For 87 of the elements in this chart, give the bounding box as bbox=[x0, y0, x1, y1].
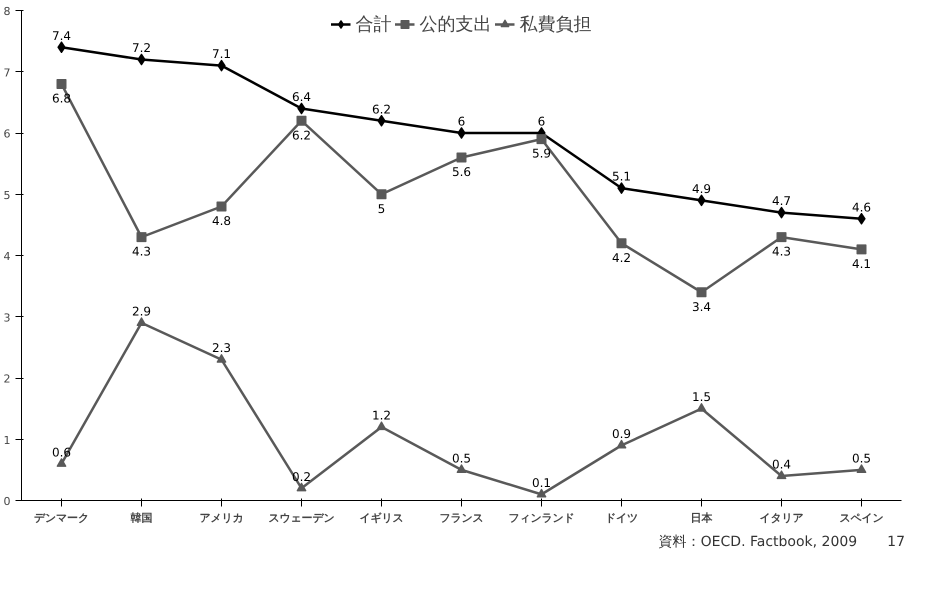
data-label: 0.4 bbox=[772, 458, 792, 472]
x-tick-label: アメリカ bbox=[200, 512, 244, 524]
data-label: 0.9 bbox=[612, 426, 632, 441]
y-tick-label: 3 bbox=[4, 311, 10, 324]
point bbox=[136, 317, 146, 326]
data-label: 6.2 bbox=[292, 128, 312, 142]
point bbox=[776, 470, 786, 480]
point bbox=[297, 102, 306, 114]
point bbox=[376, 189, 386, 200]
data-label: 7.1 bbox=[212, 47, 232, 62]
point bbox=[216, 354, 226, 363]
point bbox=[696, 402, 706, 412]
data-label: 1.5 bbox=[692, 390, 712, 404]
y-tick-label: 5 bbox=[4, 188, 10, 202]
data-label: 5 bbox=[378, 202, 386, 216]
legend-label: 合計 bbox=[356, 13, 392, 36]
y-tick-label: 6 bbox=[4, 128, 10, 140]
point bbox=[296, 116, 306, 126]
data-label: 5.6 bbox=[452, 165, 472, 179]
point bbox=[777, 206, 786, 219]
point bbox=[536, 488, 546, 498]
legend-label: 公的支出 bbox=[420, 13, 492, 36]
point bbox=[456, 464, 466, 473]
data-label: 6 bbox=[458, 114, 466, 128]
point bbox=[697, 194, 706, 206]
x-tick-label: イタリア bbox=[760, 512, 804, 524]
data-label: 5.9 bbox=[532, 146, 552, 161]
point bbox=[857, 212, 866, 225]
point bbox=[376, 421, 386, 430]
point bbox=[56, 79, 66, 89]
data-label: 7.4 bbox=[52, 28, 72, 43]
x-tick-label: 日本 bbox=[690, 512, 714, 524]
x-tick-label: イギリス bbox=[360, 512, 404, 524]
data-label: 6.4 bbox=[292, 90, 312, 104]
data-label: 0.5 bbox=[452, 451, 472, 466]
y-tick-label: 7 bbox=[4, 66, 10, 80]
point bbox=[776, 232, 786, 242]
legend-label: 私費負担 bbox=[520, 13, 592, 36]
data-label: 1.2 bbox=[372, 408, 392, 422]
x-tick-label: フィンランド bbox=[508, 512, 574, 524]
data-label: 4.7 bbox=[772, 194, 792, 208]
text: 17 bbox=[887, 534, 905, 550]
point bbox=[57, 41, 66, 54]
data-label: 4.8 bbox=[212, 214, 232, 228]
data-label: 5.1 bbox=[612, 170, 632, 184]
x-tick-label: フランス bbox=[440, 512, 484, 524]
x-tick-label: 韓国 bbox=[130, 512, 152, 524]
data-label: 4.3 bbox=[132, 244, 152, 259]
point bbox=[216, 202, 226, 212]
point bbox=[136, 232, 146, 242]
point bbox=[856, 464, 866, 473]
y-tick-label: 1 bbox=[4, 434, 10, 447]
point bbox=[616, 440, 626, 448]
y-tick-label: 8 bbox=[4, 5, 10, 18]
y-tick-label: 0 bbox=[4, 495, 10, 508]
point bbox=[377, 114, 386, 127]
point bbox=[536, 134, 546, 144]
y-tick-label: 4 bbox=[4, 250, 10, 263]
x-tick-label: スウェーデン bbox=[268, 512, 334, 524]
data-label: 3.4 bbox=[692, 300, 712, 314]
point bbox=[137, 54, 146, 66]
data-label: 4.9 bbox=[692, 182, 712, 196]
y-tick-label: 2 bbox=[4, 372, 10, 386]
point bbox=[457, 127, 466, 139]
text: 資料：OECD. Factbook, 2009 bbox=[658, 534, 858, 550]
point bbox=[296, 482, 306, 492]
point bbox=[617, 182, 626, 194]
point bbox=[856, 244, 866, 254]
data-label: 2.9 bbox=[132, 304, 152, 318]
x-tick-label: デンマーク bbox=[34, 512, 89, 524]
data-label: 6.2 bbox=[372, 102, 392, 116]
point bbox=[217, 60, 226, 72]
data-label: 4.1 bbox=[852, 256, 872, 271]
data-label: 4.2 bbox=[612, 250, 632, 265]
data-label: 4.3 bbox=[772, 244, 792, 259]
data-label: 0.1 bbox=[532, 476, 552, 490]
point bbox=[56, 458, 66, 467]
data-label: 7.2 bbox=[132, 41, 152, 55]
point bbox=[456, 152, 466, 162]
x-tick-label: ドイツ bbox=[605, 512, 638, 524]
data-label: 0.5 bbox=[852, 451, 872, 466]
data-label: 2.3 bbox=[212, 341, 232, 356]
data-label: 4.6 bbox=[852, 200, 872, 214]
data-label: 6 bbox=[538, 114, 546, 128]
point bbox=[696, 287, 706, 298]
point bbox=[616, 238, 626, 248]
x-tick-label: スペイン bbox=[840, 512, 884, 524]
